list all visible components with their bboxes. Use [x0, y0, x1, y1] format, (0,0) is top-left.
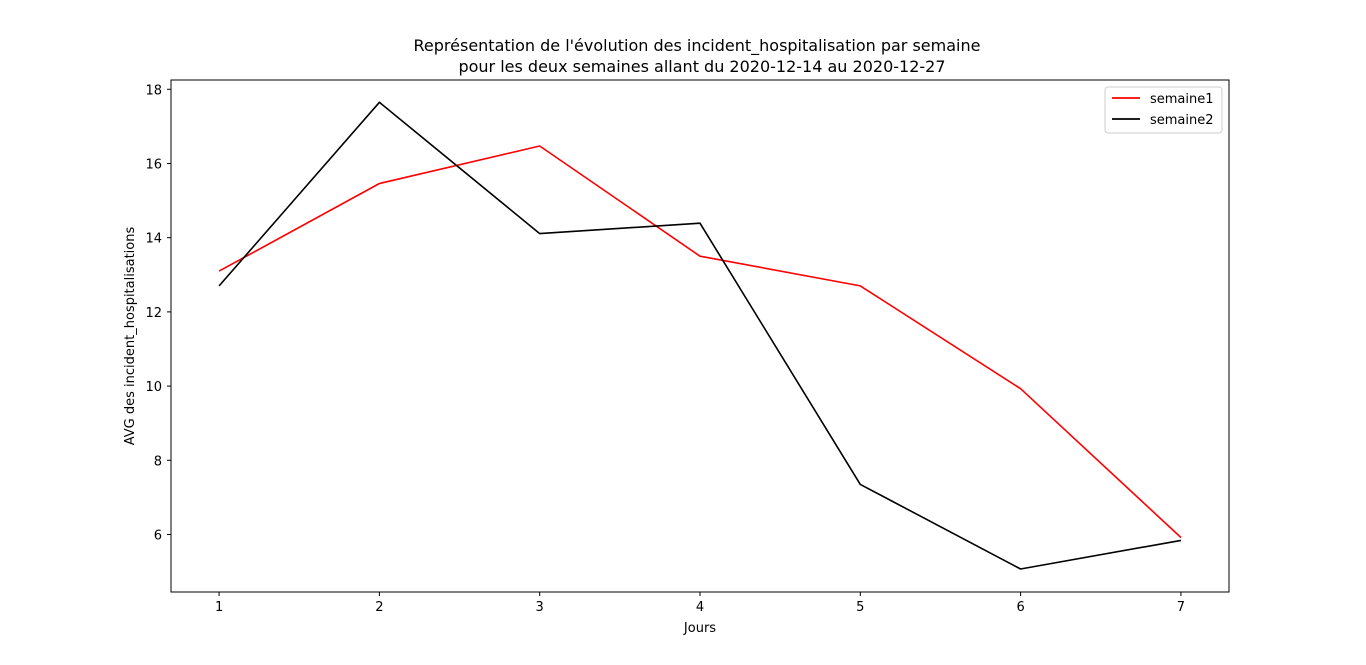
- y-axis-label: AVG des incident_hospitalisations: [123, 227, 138, 446]
- x-axis-label: Jours: [683, 621, 716, 636]
- x-tick-label: 3: [536, 600, 544, 615]
- legend: semaine1 semaine2: [1104, 86, 1223, 134]
- x-tick-label: 5: [856, 600, 864, 615]
- legend-label-semaine2: semaine2: [1150, 113, 1214, 128]
- plot-frame: [170, 79, 1230, 593]
- x-tick-label: 1: [215, 600, 223, 615]
- legend-label-semaine1: semaine1: [1150, 92, 1214, 107]
- y-tick-label: 18: [145, 83, 162, 98]
- x-tick-label: 7: [1177, 600, 1185, 615]
- x-tick-label: 6: [1016, 600, 1024, 615]
- series-line-semaine1: [218, 145, 1182, 539]
- x-tick-label: 4: [696, 600, 704, 615]
- x-tick-label: 2: [375, 600, 383, 615]
- y-tick-label: 6: [154, 528, 162, 543]
- chart-title: Représentation de l'évolution des incide…: [414, 36, 981, 56]
- y-tick-label: 12: [145, 306, 162, 321]
- chart-subtitle: pour les deux semaines allant du 2020-12…: [458, 57, 945, 76]
- y-tick-label: 8: [154, 454, 162, 469]
- series-line-semaine2: [218, 101, 1182, 570]
- y-tick-label: 16: [145, 157, 162, 172]
- y-tick-label: 14: [145, 232, 162, 247]
- y-tick-label: 10: [145, 380, 162, 395]
